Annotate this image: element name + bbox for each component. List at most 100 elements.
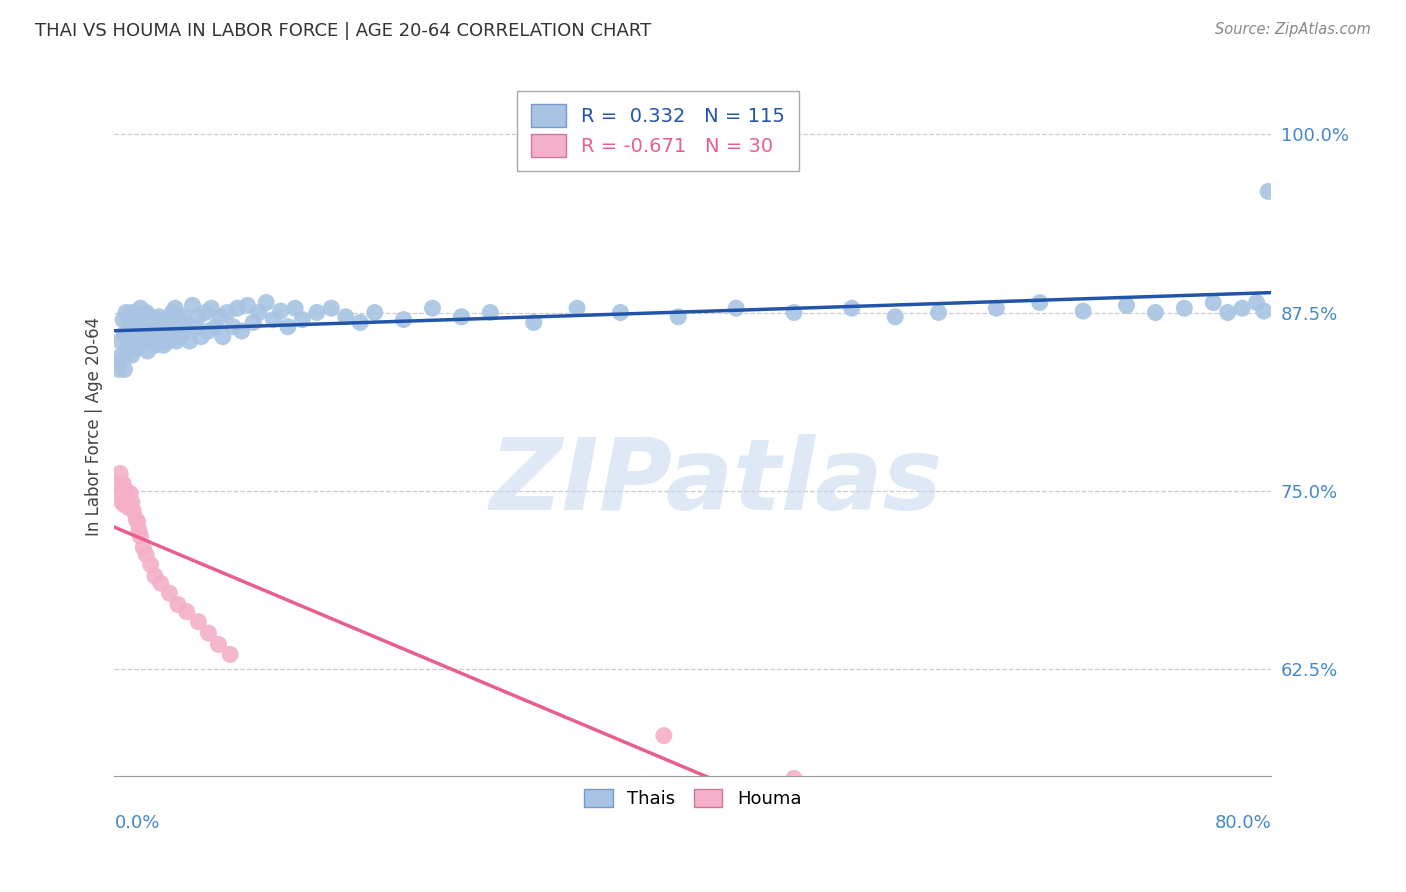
Point [129,334,152,348]
Point [565,301,588,316]
Point [115,348,138,362]
Point [666,310,689,324]
Point [986,301,1008,316]
Point [928,305,950,319]
Point [111,348,134,362]
Point [132,334,155,348]
Point [135,334,157,348]
Text: 0.0%: 0.0% [114,814,160,832]
Point [176,605,198,619]
Point [112,312,135,326]
Point [129,529,152,543]
Point [162,305,184,319]
Point [156,312,179,326]
Point [127,310,149,324]
Point [132,316,155,330]
Point [173,310,195,324]
Point [422,301,444,316]
Point [1230,301,1253,316]
Point [138,324,160,338]
Point [114,498,136,512]
Point [247,305,270,319]
Point [115,305,138,319]
Point [204,319,226,334]
Point [1173,301,1195,316]
Text: THAI VS HOUMA IN LABOR FORCE | AGE 20-64 CORRELATION CHART: THAI VS HOUMA IN LABOR FORCE | AGE 20-64… [35,22,651,40]
Point [783,305,806,319]
Point [142,329,165,343]
Y-axis label: In Labor Force | Age 20-64: In Labor Force | Age 20-64 [86,317,103,536]
Point [129,301,152,316]
Point [111,495,134,509]
Point [170,329,193,343]
Point [392,312,415,326]
Point [121,495,143,509]
Point [167,598,190,612]
Point [841,301,863,316]
Point [134,324,156,338]
Point [141,319,163,334]
Point [125,334,148,348]
Point [200,301,222,316]
Point [114,362,136,376]
Point [143,312,166,326]
Point [131,326,153,341]
Point [197,324,219,338]
Point [181,298,204,312]
Point [127,515,149,529]
Point [321,301,343,316]
Point [148,310,170,324]
Point [139,310,162,324]
Point [291,312,314,326]
Point [242,316,264,330]
Point [176,319,198,334]
Point [211,329,233,343]
Text: ZIPatlas: ZIPatlas [489,434,942,531]
Point [155,329,177,343]
Point [187,310,209,324]
Point [115,483,138,498]
Point [169,312,191,326]
Point [884,310,907,324]
Point [152,338,174,352]
Point [131,312,153,326]
Point [277,319,299,334]
Point [120,326,142,341]
Point [349,316,371,330]
Point [117,334,139,348]
Point [157,586,180,600]
Point [1071,304,1094,318]
Point [108,467,131,481]
Point [128,524,150,538]
Point [125,512,148,526]
Point [124,341,146,355]
Point [1202,295,1225,310]
Point [128,329,150,343]
Point [163,324,186,338]
Point [450,310,472,324]
Point [1115,298,1137,312]
Point [145,319,167,334]
Point [120,486,142,500]
Point [284,301,307,316]
Point [1144,305,1167,319]
Point [150,316,173,330]
Point [122,319,145,334]
Point [118,500,141,515]
Point [153,319,176,334]
Point [166,334,188,348]
Point [139,558,162,572]
Point [122,503,145,517]
Point [165,301,187,316]
Point [135,548,157,562]
Point [305,305,328,319]
Point [222,319,245,334]
Point [226,301,249,316]
Point [105,476,128,491]
Point [231,324,253,338]
Point [207,637,229,651]
Point [132,541,155,555]
Point [105,355,128,369]
Point [143,569,166,583]
Point [108,334,131,348]
